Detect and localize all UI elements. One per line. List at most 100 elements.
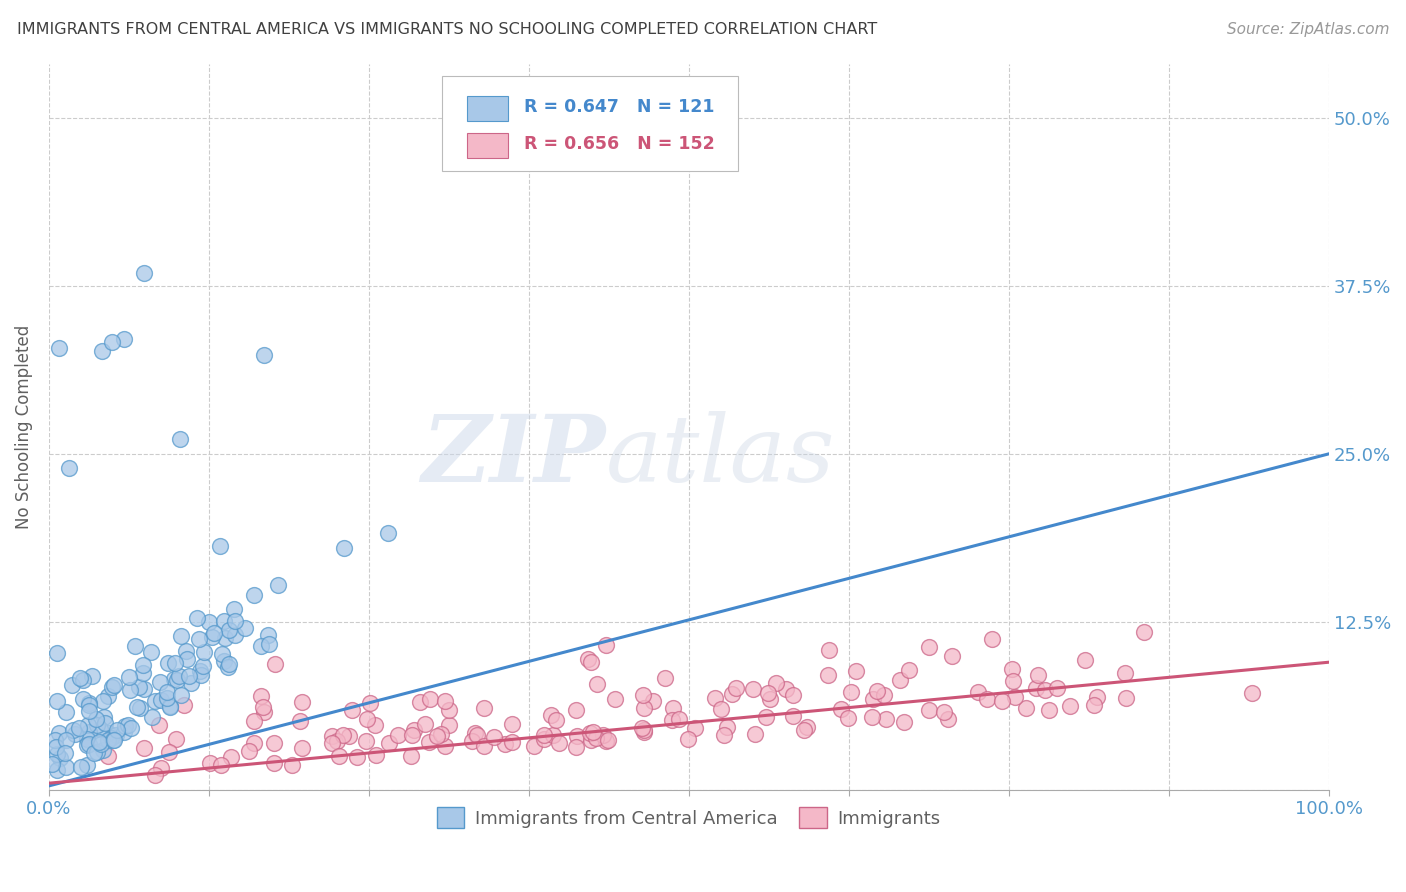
Point xyxy=(208,539,231,553)
Point xyxy=(257,627,280,641)
Point xyxy=(533,731,555,746)
Point xyxy=(582,724,605,739)
Point xyxy=(253,705,276,719)
Point xyxy=(103,733,125,747)
Point xyxy=(716,720,738,734)
Point xyxy=(76,757,98,772)
Point xyxy=(120,721,142,735)
Point xyxy=(97,732,120,747)
Point xyxy=(281,758,304,772)
Point xyxy=(84,712,107,726)
Point xyxy=(1114,665,1136,680)
Point xyxy=(399,749,422,764)
Point xyxy=(596,732,619,747)
Point xyxy=(263,736,285,750)
Point xyxy=(170,629,193,643)
Point xyxy=(72,692,94,706)
Point xyxy=(267,578,290,592)
Point xyxy=(898,663,921,677)
Point xyxy=(176,643,198,657)
Point xyxy=(128,701,150,715)
Point xyxy=(44,732,66,747)
Point xyxy=(523,739,546,754)
Point xyxy=(141,710,163,724)
Point xyxy=(817,643,839,657)
Point xyxy=(548,736,571,750)
Point xyxy=(202,625,225,640)
Point xyxy=(782,708,804,723)
Point xyxy=(337,729,360,743)
Point xyxy=(346,749,368,764)
Point xyxy=(112,332,135,346)
Point xyxy=(49,750,72,764)
Point xyxy=(1001,662,1024,676)
Point xyxy=(100,731,122,746)
Point xyxy=(159,699,181,714)
Point xyxy=(564,739,586,754)
Point xyxy=(356,713,378,727)
Point xyxy=(533,728,555,742)
Point xyxy=(332,729,354,743)
Point xyxy=(221,750,243,764)
Point xyxy=(120,683,142,698)
Point xyxy=(91,344,114,359)
Point xyxy=(149,675,172,690)
Point xyxy=(875,712,897,726)
Point xyxy=(418,735,440,749)
Point xyxy=(263,657,285,671)
Point xyxy=(1115,691,1137,706)
Point xyxy=(48,341,70,355)
Point xyxy=(765,676,787,690)
Point xyxy=(595,639,617,653)
Point xyxy=(249,639,271,653)
Point xyxy=(198,756,221,770)
Y-axis label: No Schooling Completed: No Schooling Completed xyxy=(15,325,32,529)
Point xyxy=(128,680,150,694)
Legend: Immigrants from Central America, Immigrants: Immigrants from Central America, Immigra… xyxy=(430,800,948,835)
Point xyxy=(321,729,343,743)
Point xyxy=(1085,690,1108,704)
Point xyxy=(69,760,91,774)
Point xyxy=(86,717,108,731)
Point xyxy=(257,636,280,650)
Point xyxy=(87,735,110,749)
Point xyxy=(633,723,655,737)
Text: R = 0.647   N = 121: R = 0.647 N = 121 xyxy=(524,98,714,116)
Point xyxy=(661,713,683,727)
Point xyxy=(165,732,187,747)
Point xyxy=(837,711,859,725)
Point xyxy=(633,700,655,714)
Point xyxy=(830,702,852,716)
Point xyxy=(363,718,385,732)
Point xyxy=(817,668,839,682)
Point xyxy=(233,621,256,635)
Point xyxy=(893,714,915,729)
Point xyxy=(188,632,211,647)
Point xyxy=(501,735,523,749)
Point xyxy=(744,727,766,741)
Point xyxy=(77,737,100,751)
Point xyxy=(212,614,235,628)
Point xyxy=(472,739,495,753)
Point xyxy=(132,666,155,681)
Point xyxy=(724,681,747,696)
Point xyxy=(91,694,114,708)
Point xyxy=(58,461,80,475)
Point xyxy=(169,433,191,447)
Point xyxy=(565,730,588,744)
Point xyxy=(79,696,101,710)
Point xyxy=(157,656,180,670)
FancyBboxPatch shape xyxy=(467,96,509,121)
Point xyxy=(132,657,155,672)
Point xyxy=(1004,690,1026,705)
Point xyxy=(501,717,523,731)
Point xyxy=(461,734,484,748)
Point xyxy=(80,668,103,682)
Point xyxy=(889,673,911,687)
Point xyxy=(86,745,108,759)
Point xyxy=(166,673,188,687)
Point xyxy=(662,701,685,715)
FancyBboxPatch shape xyxy=(441,77,738,171)
Point xyxy=(328,748,350,763)
Point xyxy=(224,628,246,642)
